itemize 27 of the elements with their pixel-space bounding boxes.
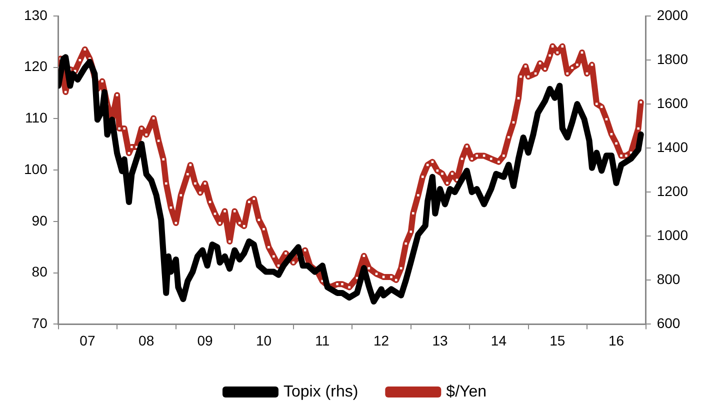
y2-tick-label: 600 <box>656 315 680 332</box>
y2-tick-label: 800 <box>656 271 680 288</box>
y-tick-label: 120 <box>24 58 48 74</box>
y-tick-label: 110 <box>25 110 48 126</box>
legend-label: $/Yen <box>446 383 487 400</box>
y2-tick-label: 2000 <box>656 6 688 23</box>
legend-label: Topix (rhs) <box>283 383 358 400</box>
x-tick-label: 16 <box>608 332 624 348</box>
x-tick-label: 11 <box>315 332 330 348</box>
x-tick-label: 15 <box>550 332 566 348</box>
y2-tick-label: 1600 <box>656 94 688 111</box>
x-tick-label: 10 <box>256 332 272 348</box>
x-tick-label: 12 <box>374 332 390 348</box>
x-tick-label: 08 <box>138 332 154 348</box>
y2-tick-label: 1800 <box>656 50 688 67</box>
y-tick-label: 90 <box>32 212 48 228</box>
y-tick-label: 70 <box>32 315 48 332</box>
x-tick-label: 09 <box>197 332 214 348</box>
y-tick-label: 80 <box>32 264 48 280</box>
x-tick-label: 14 <box>490 332 507 348</box>
x-tick-label: 07 <box>80 332 96 348</box>
y2-tick-label: 1000 <box>656 227 688 243</box>
x-tick-label: 13 <box>432 332 448 348</box>
y-tick-label: 130 <box>24 6 48 23</box>
y-tick-label: 100 <box>24 160 48 177</box>
y2-tick-label: 1200 <box>656 182 688 199</box>
y2-tick-label: 1400 <box>656 138 688 155</box>
